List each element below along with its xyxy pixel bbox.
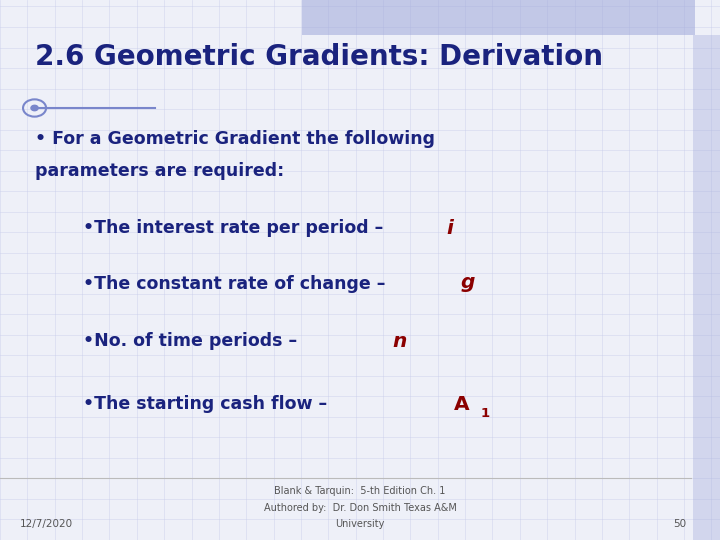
Text: 2.6 Geometric Gradients: Derivation: 2.6 Geometric Gradients: Derivation <box>35 43 603 71</box>
Text: •The starting cash flow –: •The starting cash flow – <box>83 395 333 413</box>
Text: •No. of time periods –: •No. of time periods – <box>83 332 303 350</box>
Text: n: n <box>392 332 407 351</box>
Bar <box>693 35 720 540</box>
Text: • For a Geometric Gradient the following: • For a Geometric Gradient the following <box>35 130 435 147</box>
Text: 50: 50 <box>673 519 686 530</box>
Text: Authored by:  Dr. Don Smith Texas A&M: Authored by: Dr. Don Smith Texas A&M <box>264 503 456 514</box>
Text: parameters are required:: parameters are required: <box>35 162 284 180</box>
Text: University: University <box>336 519 384 530</box>
Text: A: A <box>454 395 469 414</box>
Text: 12/7/2020: 12/7/2020 <box>20 519 73 530</box>
Text: 1: 1 <box>481 407 490 420</box>
Text: g: g <box>461 273 475 292</box>
Circle shape <box>31 105 38 111</box>
Text: •The constant rate of change –: •The constant rate of change – <box>83 275 391 293</box>
Text: i: i <box>446 219 454 238</box>
Bar <box>302 0 695 35</box>
Text: Blank & Tarquin:  5-th Edition Ch. 1: Blank & Tarquin: 5-th Edition Ch. 1 <box>274 486 446 496</box>
Text: •The interest rate per period –: •The interest rate per period – <box>83 219 389 237</box>
